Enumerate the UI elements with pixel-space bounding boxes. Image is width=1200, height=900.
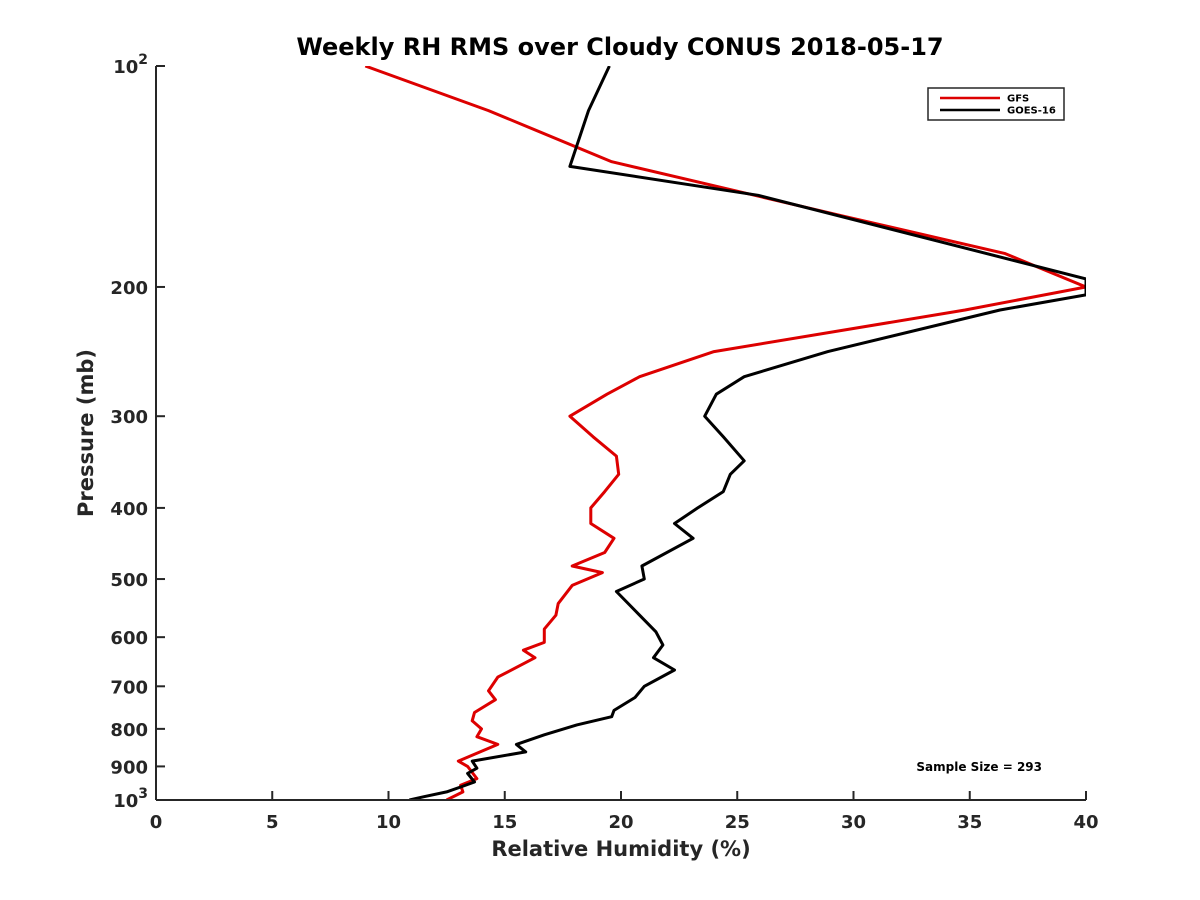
series-line-goes16 [409, 66, 1086, 800]
y-tick-label: 700 [110, 677, 148, 698]
legend-label-gfs: GFS [1007, 94, 1029, 105]
y-tick-label: 102 [113, 52, 148, 78]
y-tick-label: 200 [110, 278, 148, 299]
x-tick-label: 20 [608, 812, 633, 833]
legend-box [927, 87, 1065, 121]
x-axis-ticks: 0 5 10 15 20 25 30 35 40 [150, 791, 1099, 833]
x-tick-label: 30 [841, 812, 866, 833]
x-axis-label: Relative Humidity (%) [491, 837, 750, 861]
y-tick-label: 300 [110, 407, 148, 428]
y-tick-label: 400 [110, 499, 148, 520]
y-tick-label: 800 [110, 720, 148, 741]
y-tick-label: 900 [110, 757, 148, 778]
y-tick-label: 103 [113, 786, 148, 812]
series-line-gfs [364, 66, 1086, 800]
sample-size-annotation: Sample Size = 293 [916, 760, 1042, 774]
y-axis-label: Pressure (mb) [74, 349, 98, 517]
y-tick-label: 500 [110, 570, 148, 591]
y-axis-ticks: 102 200 300 400 500 600 700 800 900 103 [110, 52, 165, 812]
chart-title: Weekly RH RMS over Cloudy CONUS 2018-05-… [296, 33, 943, 61]
x-tick-label: 25 [725, 812, 750, 833]
x-tick-label: 35 [957, 812, 982, 833]
x-tick-label: 5 [266, 812, 279, 833]
legend-label-goes16: GOES-16 [1007, 106, 1056, 117]
y-tick-label: 600 [110, 628, 148, 649]
series-layer [364, 66, 1086, 800]
x-tick-label: 0 [150, 812, 163, 833]
x-tick-label: 10 [376, 812, 401, 833]
x-tick-label: 40 [1073, 812, 1098, 833]
legend: GFS GOES-16 [927, 87, 1065, 121]
x-tick-label: 15 [492, 812, 517, 833]
